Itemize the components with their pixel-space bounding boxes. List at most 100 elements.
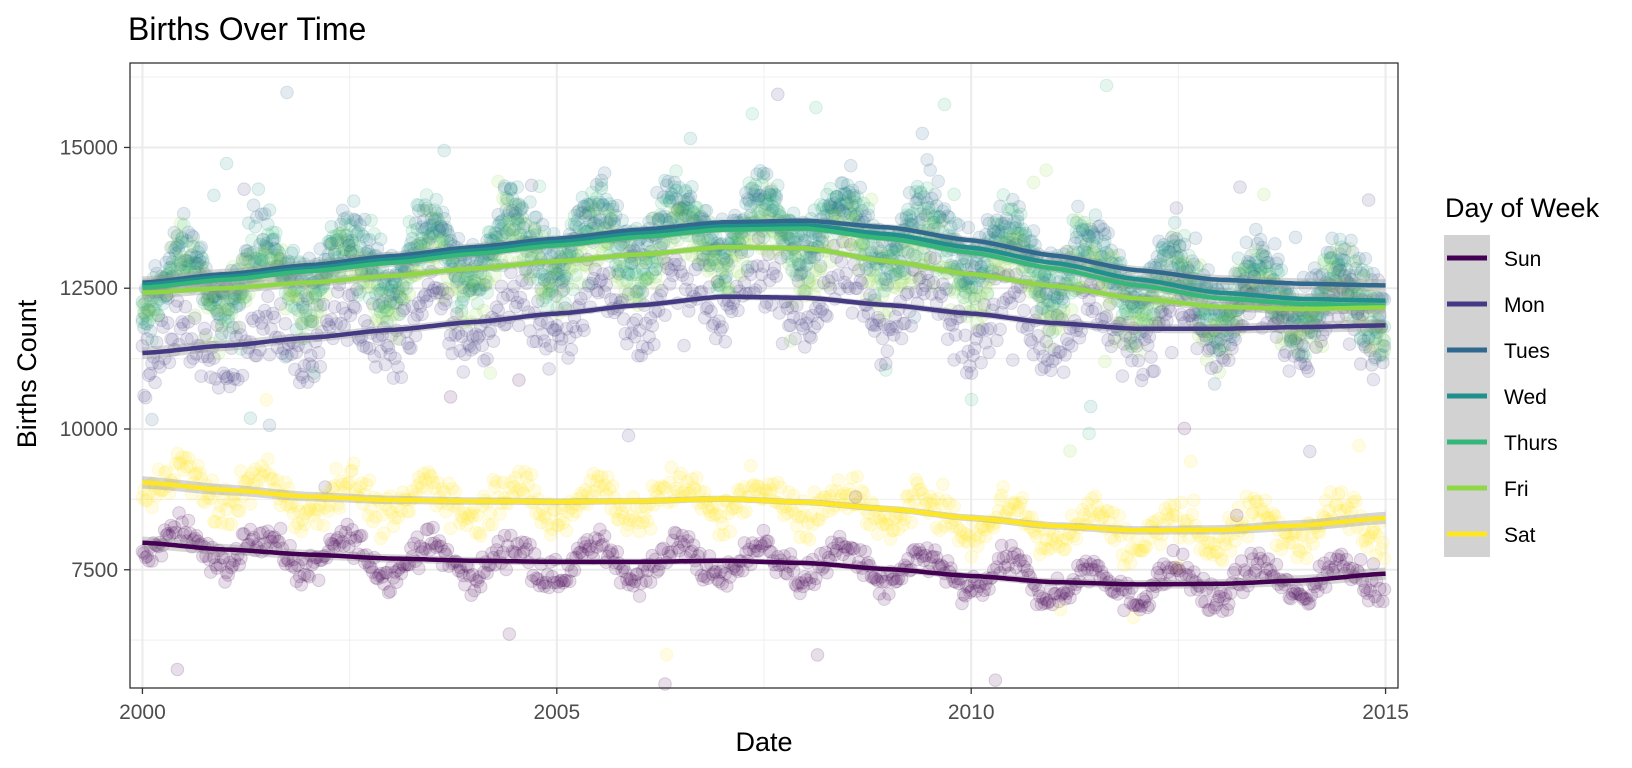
data-point <box>242 254 256 269</box>
data-point <box>991 227 1006 241</box>
data-point <box>672 470 687 484</box>
data-point <box>1376 332 1390 347</box>
data-point <box>170 238 185 252</box>
data-point <box>1071 199 1085 214</box>
data-point <box>1257 187 1271 202</box>
data-point <box>189 256 204 271</box>
data-point <box>1233 180 1247 194</box>
data-point <box>329 233 344 247</box>
data-point <box>270 248 285 263</box>
data-point <box>262 418 277 433</box>
data-point <box>362 473 377 488</box>
data-point <box>1136 367 1150 382</box>
data-point <box>812 263 826 278</box>
data-point <box>273 297 288 311</box>
data-point <box>661 174 676 189</box>
data-point <box>1323 252 1338 266</box>
data-point <box>656 541 671 556</box>
data-point <box>898 266 912 281</box>
data-point <box>210 307 224 321</box>
data-point <box>262 467 277 482</box>
data-point <box>566 282 580 297</box>
data-point <box>1288 230 1303 245</box>
data-point <box>145 412 159 427</box>
data-point <box>300 293 315 308</box>
data-point <box>888 264 903 278</box>
data-point <box>502 627 517 641</box>
data-point <box>288 362 302 377</box>
data-point <box>532 507 547 522</box>
data-point <box>1136 543 1150 558</box>
data-point <box>1295 337 1309 352</box>
data-point <box>508 470 523 485</box>
data-point <box>400 504 415 519</box>
data-point <box>543 527 558 542</box>
data-point <box>1144 350 1158 364</box>
data-point <box>550 518 564 533</box>
data-point <box>839 194 853 209</box>
data-point <box>1299 592 1314 606</box>
data-point <box>1193 258 1207 272</box>
data-point <box>203 565 218 579</box>
data-point <box>1093 219 1107 233</box>
data-point <box>354 476 369 491</box>
data-point <box>524 178 539 193</box>
data-point <box>586 466 601 481</box>
data-point <box>780 249 795 264</box>
data-point <box>500 288 515 302</box>
data-point <box>1212 589 1227 604</box>
data-point <box>175 515 189 530</box>
data-point <box>249 210 264 224</box>
data-point <box>848 208 863 222</box>
data-point <box>157 523 172 537</box>
data-point <box>1285 587 1300 601</box>
data-point <box>197 296 212 311</box>
data-point <box>313 242 328 256</box>
data-point <box>534 515 548 530</box>
data-point <box>280 85 294 100</box>
data-point <box>691 258 706 272</box>
data-point <box>176 463 191 478</box>
data-point <box>979 335 993 350</box>
data-point <box>591 469 606 484</box>
data-point <box>491 534 506 549</box>
data-point <box>850 207 865 221</box>
data-point <box>818 545 833 560</box>
data-point <box>170 662 185 677</box>
data-point <box>748 188 763 203</box>
data-point <box>284 347 299 361</box>
data-point <box>243 411 258 426</box>
data-point <box>359 233 374 247</box>
data-point <box>677 200 691 214</box>
data-point <box>1312 559 1327 574</box>
data-point <box>221 517 235 532</box>
data-point <box>912 542 926 557</box>
data-point <box>423 203 437 218</box>
data-point <box>659 647 674 662</box>
data-point <box>1330 253 1344 268</box>
data-point <box>196 255 210 270</box>
data-point <box>415 480 429 495</box>
data-point <box>1099 78 1114 93</box>
data-point <box>410 479 425 493</box>
data-point <box>462 283 477 298</box>
data-point <box>621 517 636 532</box>
data-point <box>329 461 344 476</box>
data-point <box>1269 557 1284 572</box>
data-point <box>435 482 450 497</box>
data-point <box>369 287 383 301</box>
data-point <box>388 296 402 311</box>
data-point <box>674 535 688 549</box>
data-point <box>343 464 358 479</box>
data-point <box>143 300 158 315</box>
data-point <box>1169 246 1184 261</box>
data-point <box>248 219 262 234</box>
data-point <box>300 312 315 327</box>
data-point <box>1252 259 1266 273</box>
data-point <box>574 545 588 560</box>
data-point <box>820 309 834 324</box>
data-point <box>1377 339 1392 354</box>
data-point <box>1366 372 1381 387</box>
data-point <box>421 277 436 292</box>
data-point <box>1344 233 1358 248</box>
